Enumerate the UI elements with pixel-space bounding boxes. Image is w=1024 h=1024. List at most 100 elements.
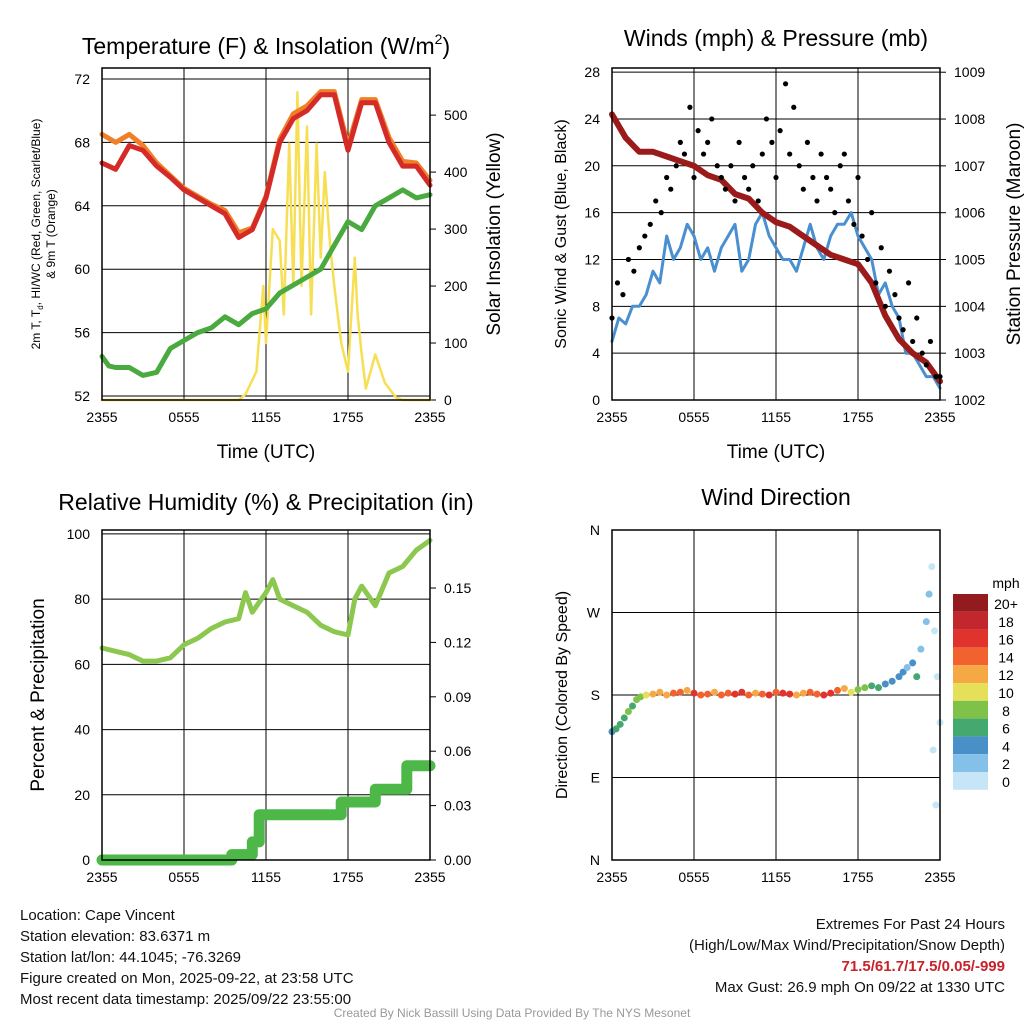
- direction-point: [612, 725, 620, 733]
- x-tick-label: 2355: [924, 869, 955, 885]
- y2-tick-label: 1002: [954, 392, 985, 408]
- extremes-info: Extremes For Past 24 Hours (High/Low/Max…: [689, 914, 1005, 998]
- x-tick-label: 2355: [414, 409, 445, 425]
- gust-point: [782, 81, 789, 87]
- y2-tick-label: 0.06: [444, 743, 471, 759]
- gust-point: [900, 327, 906, 333]
- elevation-text: Station elevation: 83.6371 m: [20, 928, 211, 945]
- y2-tick-label: 0.15: [444, 580, 471, 596]
- y2-tick-label: 1007: [954, 158, 985, 174]
- direction-point: [629, 702, 636, 710]
- gust-point: [777, 128, 783, 134]
- legend-label: 6: [1002, 721, 1010, 737]
- direction-point: [861, 684, 869, 692]
- extremes-values: 71.5/61.7/17.5/0.05/-999: [841, 958, 1005, 975]
- legend-swatch: [953, 700, 988, 719]
- y2-tick-label: 1005: [954, 252, 985, 268]
- y2-tick-label: 0.09: [444, 689, 471, 705]
- y-tick-label: N: [590, 852, 600, 868]
- x-tick-label: 2355: [414, 869, 445, 885]
- direction-point: [840, 685, 848, 693]
- y2-tick-label: 1003: [954, 345, 985, 361]
- legend-swatch: [953, 594, 988, 612]
- latlon-text: Station lat/lon: 44.1045; -76.3269: [20, 949, 242, 966]
- direction-point: [834, 686, 841, 694]
- insolation-y-label: Solar Insolation (Yellow): [484, 132, 505, 335]
- gust-point: [869, 210, 875, 216]
- direction-point: [711, 688, 718, 696]
- legend-label: 12: [998, 667, 1014, 683]
- direction-point: [933, 673, 941, 681]
- y2-tick-label: 300: [444, 221, 468, 237]
- y-tick-label: 80: [74, 591, 90, 607]
- legend-label: 10: [998, 685, 1014, 701]
- direction-point: [922, 618, 930, 626]
- temperature-y-label: 2m T, Td, HI/WC (Red, Green, Scarlet/Blu…: [29, 119, 45, 350]
- gust-point: [892, 292, 898, 298]
- x-tick-label: 2355: [86, 869, 117, 885]
- wind-y-label: Sonic Wind & Gust (Blue, Black): [553, 119, 570, 348]
- x-tick-label: 1155: [251, 409, 281, 425]
- direction-point: [670, 689, 677, 697]
- gust-point: [705, 139, 711, 145]
- station-info: Location: Cape Vincent Station elevation…: [20, 905, 354, 1010]
- station-pressure-line: [609, 111, 943, 385]
- direction-point: [868, 682, 876, 690]
- precipitation-line: [96, 760, 436, 866]
- direction-point: [820, 691, 828, 699]
- gust-point: [873, 280, 879, 286]
- gust-point: [636, 245, 642, 251]
- gust-point: [658, 210, 664, 216]
- gust-point: [625, 256, 632, 263]
- plot-frame: [611, 529, 941, 861]
- direction-point: [752, 689, 759, 697]
- extremes-title: Extremes For Past 24 Hours: [815, 916, 1005, 933]
- relative-humidity-line: [99, 537, 433, 664]
- gust-point: [914, 315, 920, 321]
- y-tick-label: 12: [584, 251, 600, 267]
- y-tick-label: 0: [592, 392, 600, 408]
- winds-title: Winds (mph) & Pressure (mb): [624, 25, 928, 51]
- temperature-y-label-2: & 9m T (Orange): [44, 189, 58, 279]
- temperature-x-label: Time (UTC): [217, 442, 316, 463]
- gust-point: [787, 151, 793, 157]
- humidity-title: Relative Humidity (%) & Precipitation (i…: [58, 489, 473, 515]
- extremes-description: (High/Low/Max Wind/Precipitation/Snow De…: [689, 937, 1005, 954]
- x-tick-label: 2355: [596, 409, 627, 425]
- gust-point: [620, 292, 626, 298]
- gust-point: [791, 104, 797, 110]
- direction-point: [624, 708, 632, 715]
- gust-point: [882, 303, 888, 309]
- gust-point: [804, 139, 811, 145]
- direction-point: [925, 590, 933, 598]
- x-tick-label: 1155: [251, 869, 281, 885]
- direction-point: [676, 688, 684, 696]
- x-tick-label: 2355: [86, 409, 117, 425]
- direction-point: [758, 690, 766, 698]
- gust-point: [769, 139, 775, 145]
- y2-tick-label: 100: [444, 335, 468, 351]
- solar-insolation-line: [100, 91, 432, 402]
- gust-point: [823, 174, 830, 181]
- direction-point: [931, 627, 939, 635]
- legend-label: 14: [998, 649, 1014, 665]
- gust-point: [631, 268, 637, 274]
- gust-point: [927, 338, 934, 345]
- direction-point: [827, 689, 835, 697]
- gust-point: [700, 151, 707, 157]
- plot-frame: [101, 67, 431, 401]
- direction-y-label: Direction (Colored By Speed): [554, 591, 571, 799]
- max-gust-text: Max Gust: 26.9 mph On 09/22 at 1330 UTC: [714, 979, 1005, 996]
- gust-point: [910, 338, 916, 345]
- gust-point: [728, 163, 734, 169]
- recent-data-text: Most recent data timestamp: 2025/09/22 2…: [20, 991, 352, 1008]
- gust-point: [796, 163, 802, 169]
- gust-point: [759, 151, 765, 157]
- 2m-dewpoint-line: [99, 187, 433, 378]
- x-tick-label: 0555: [168, 869, 199, 885]
- y-tick-label: N: [590, 522, 600, 538]
- y2-tick-label: 0.12: [444, 634, 471, 650]
- x-tick-label: 0555: [678, 409, 709, 425]
- gust-point: [818, 151, 824, 157]
